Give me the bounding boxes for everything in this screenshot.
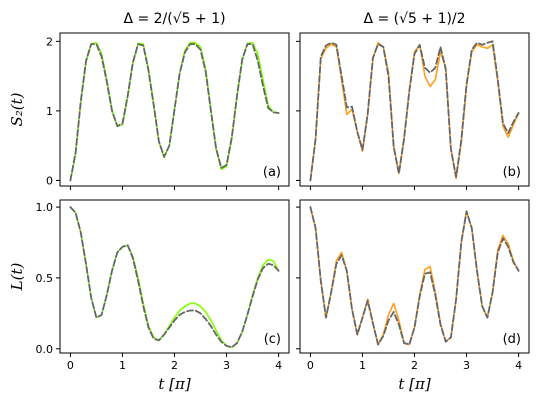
series-line-dashed bbox=[309, 206, 520, 346]
x-axis-label: t [π] bbox=[398, 375, 431, 393]
x-tick-label: 3 bbox=[223, 359, 230, 372]
panel-label: (a) bbox=[263, 165, 281, 180]
chart-title: Δ = (√5 + 1)/2 bbox=[363, 11, 465, 27]
x-tick-label: 2 bbox=[171, 359, 178, 372]
plot-frame bbox=[59, 32, 290, 187]
panel-b: (b) Δ = (√5 + 1)/2 bbox=[296, 11, 530, 190]
y-axis-label: L(t) bbox=[8, 263, 26, 292]
series-line-solid bbox=[309, 41, 520, 182]
panel-label: (b) bbox=[503, 165, 521, 180]
plot-frame bbox=[59, 199, 290, 354]
y-tick-label: 0.0 bbox=[36, 343, 54, 356]
panel-a: 0 1 2 (a) Δ = 2/(√5 + 1) S₂(t) bbox=[8, 11, 290, 190]
x-tick-label: 0 bbox=[307, 359, 314, 372]
series-line-dashed bbox=[309, 40, 520, 182]
y-tick-label: 0 bbox=[46, 174, 53, 187]
plot-frame bbox=[299, 32, 530, 187]
y-tick-label: 1 bbox=[46, 105, 53, 118]
x-tick-label: 4 bbox=[515, 359, 522, 372]
panel-label: (c) bbox=[264, 332, 281, 347]
panel-label: (d) bbox=[503, 332, 521, 347]
y-tick-label: 0.5 bbox=[36, 272, 54, 285]
x-axis-label: t [π] bbox=[158, 375, 191, 393]
y-tick-label: 1.0 bbox=[36, 201, 54, 214]
chart-title: Δ = 2/(√5 + 1) bbox=[123, 11, 225, 27]
x-tick-label: 2 bbox=[411, 359, 418, 372]
plot-frame bbox=[299, 199, 530, 354]
x-tick-label: 4 bbox=[275, 359, 282, 372]
y-tick-label: 2 bbox=[46, 35, 53, 48]
x-tick-label: 1 bbox=[359, 359, 366, 372]
series-line-dashed bbox=[69, 43, 280, 182]
panel-d: 0 1 2 3 4 (d) t [π] bbox=[296, 199, 530, 393]
x-tick-label: 3 bbox=[463, 359, 470, 372]
y-axis-label: S₂(t) bbox=[8, 92, 26, 126]
x-tick-label: 1 bbox=[119, 359, 126, 372]
panel-c: 0 1 2 3 4 0.0 0.5 1.0 (c) t [π] L(t) bbox=[8, 199, 290, 393]
x-tick-label: 0 bbox=[67, 359, 74, 372]
series-line-dashed bbox=[69, 206, 280, 349]
series-line-solid bbox=[69, 206, 280, 349]
